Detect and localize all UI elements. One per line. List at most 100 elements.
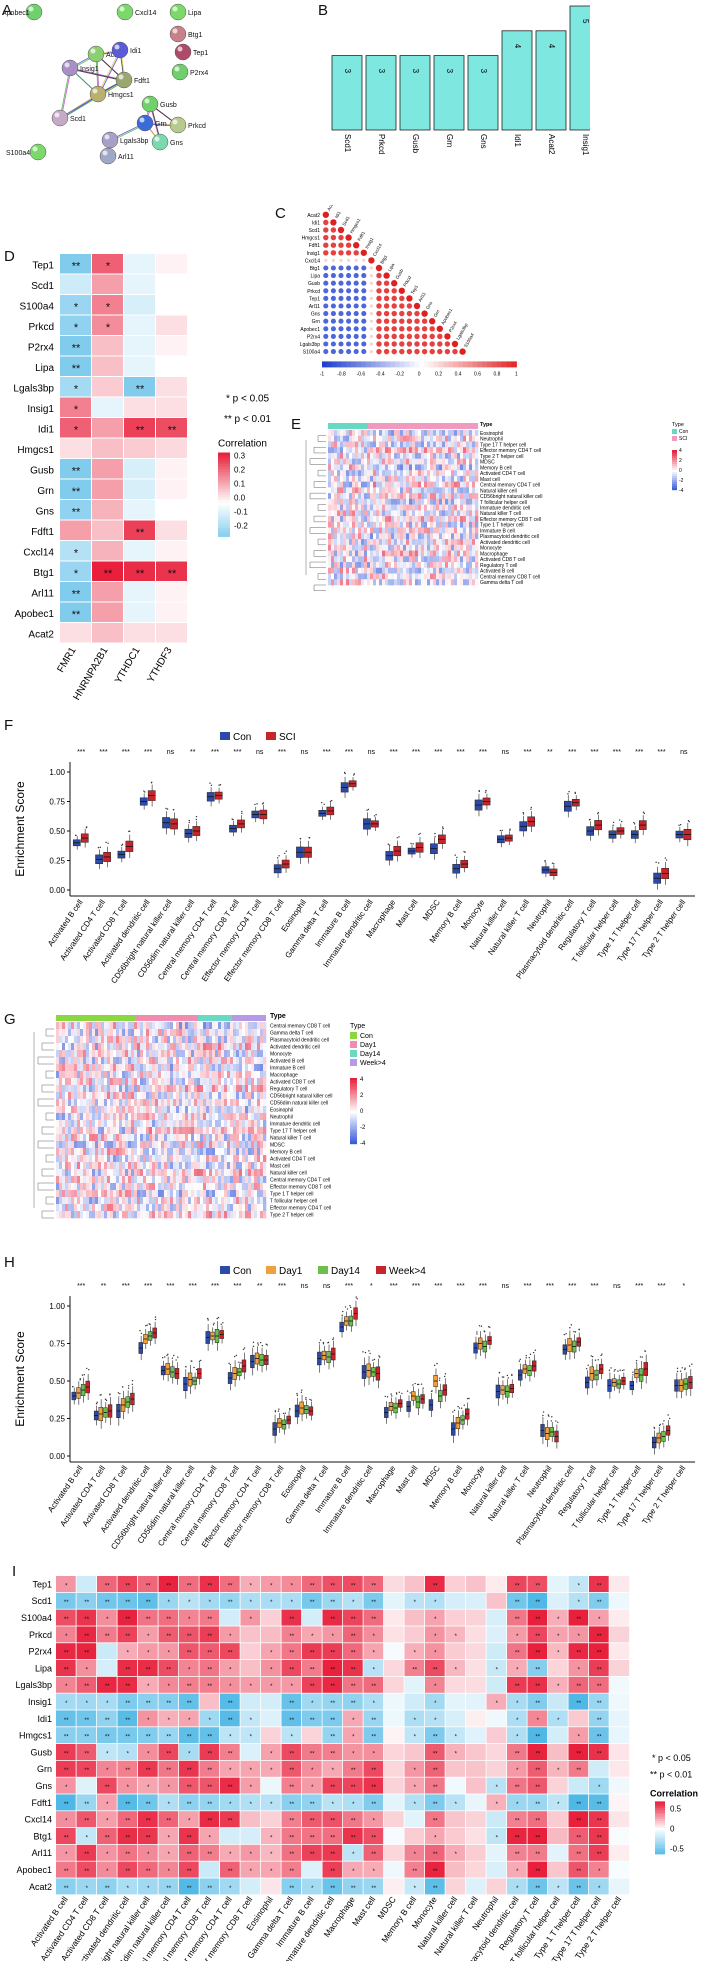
heatmap-cell [95,1183,99,1191]
bar [433,55,465,131]
heatmap-cell [101,1155,105,1163]
legend-colorbar-segment [218,463,230,467]
heatmap-cell [248,1197,252,1205]
heatmap-cell [170,1043,174,1051]
heatmap-cell [113,1155,117,1163]
heatmap-cell [439,579,443,586]
heatmap-cell [337,516,341,523]
heatmap-cell [233,1113,237,1121]
outlier-point [532,1351,535,1354]
heatmap-cell [439,567,443,574]
heatmap-cell [164,1071,168,1079]
heatmap-cell [221,1162,225,1170]
heatmap-cell [92,1127,96,1135]
heatmap-cell [185,1029,189,1037]
corr-dot [429,341,435,347]
heatmap-cell [131,1106,135,1114]
heatmap-cell [146,1092,150,1100]
heatmap-cell [424,458,428,465]
network-node-highlight [102,150,108,156]
heatmap-cell [116,1120,120,1128]
corr-dot [353,303,359,309]
dendrogram-branch [37,1140,54,1149]
heatmap-cell [424,493,428,500]
heatmap-cell [86,1099,90,1107]
heatmap-cell [257,1113,261,1121]
heatmap-cell [74,1022,78,1030]
heatmap-cell [158,1148,162,1156]
heatmap-cell [445,579,449,586]
heatmap-cell [472,430,476,437]
heatmap-cell [107,1029,111,1037]
heatmap-cell [355,516,359,523]
heatmap-cell [370,481,374,488]
heatmap-cell [406,447,410,454]
outlier-point [509,829,511,831]
heatmap-cell [355,579,359,586]
heatmap-cell [218,1029,222,1037]
heatmap-cell [442,573,446,580]
heatmap-row-label: Grn [37,486,54,497]
corr-dot [353,333,359,339]
heatmap-cell [430,481,434,488]
heatmap-cell [433,544,437,551]
heatmap-cell [92,1176,96,1184]
heatmap-cell [215,1085,219,1093]
outlier-point [511,1373,513,1376]
colorbar-tick: 0 [360,1109,364,1115]
heatmap-cell [430,579,434,586]
heatmap-cell [68,1120,72,1128]
heatmap-cell [451,447,455,454]
heatmap-row-label: Prkcd [28,322,54,333]
heatmap-cell [215,1113,219,1121]
heatmap-cell [412,430,416,437]
heatmap-cell [71,1043,75,1051]
network-node [169,25,187,43]
heatmap-cell [134,1190,138,1198]
heatmap-cell [83,1022,87,1030]
heatmap-cell [98,1078,102,1086]
corr-dot [330,242,337,248]
heatmap-cell [367,510,371,517]
heatmap-cell [212,1211,216,1219]
heatmap-cell [257,1162,261,1170]
heatmap-cell [400,435,404,442]
colorbar-segment [511,361,517,368]
heatmap-cell [364,470,368,477]
heatmap-cell [194,1197,198,1205]
heatmap-cell [124,356,155,376]
heatmap-cell [60,356,91,376]
heatmap-cell [224,1113,228,1121]
heatmap-row-label: T follicular helper cell [480,500,527,506]
heatmap-cell [346,435,350,442]
network-node-highlight [172,6,178,12]
corr-dot [323,333,329,339]
heatmap-cell [239,1057,243,1065]
heatmap-cell [155,1190,159,1198]
heatmap-cell [155,1113,159,1121]
heatmap-cell [191,1092,195,1100]
heatmap-cell [191,1148,195,1156]
heatmap-cell [209,1029,213,1037]
heatmap-cell [128,1183,132,1191]
heatmap-cell [218,1071,222,1079]
heatmap-cell [146,1043,150,1051]
heatmap-cell [248,1176,252,1184]
heatmap-cell [191,1155,195,1163]
heatmap-cell [424,573,428,580]
heatmap-cell [349,452,353,460]
outlier-point [587,1364,589,1366]
heatmap-cell [334,481,338,488]
heatmap-cell [260,1043,264,1051]
heatmap-cell [218,1197,222,1205]
heatmap-cell [98,1197,102,1205]
heatmap-cell [263,1106,267,1114]
heatmap-cell [337,562,341,569]
heatmap-cell [119,1022,123,1030]
network-node-highlight [139,117,145,123]
heatmap-cell [260,1029,264,1037]
heatmap-cell [68,1134,72,1142]
heatmap-cell [146,1099,150,1107]
heatmap-cell [122,1204,126,1212]
heatmap-cell [382,470,386,477]
